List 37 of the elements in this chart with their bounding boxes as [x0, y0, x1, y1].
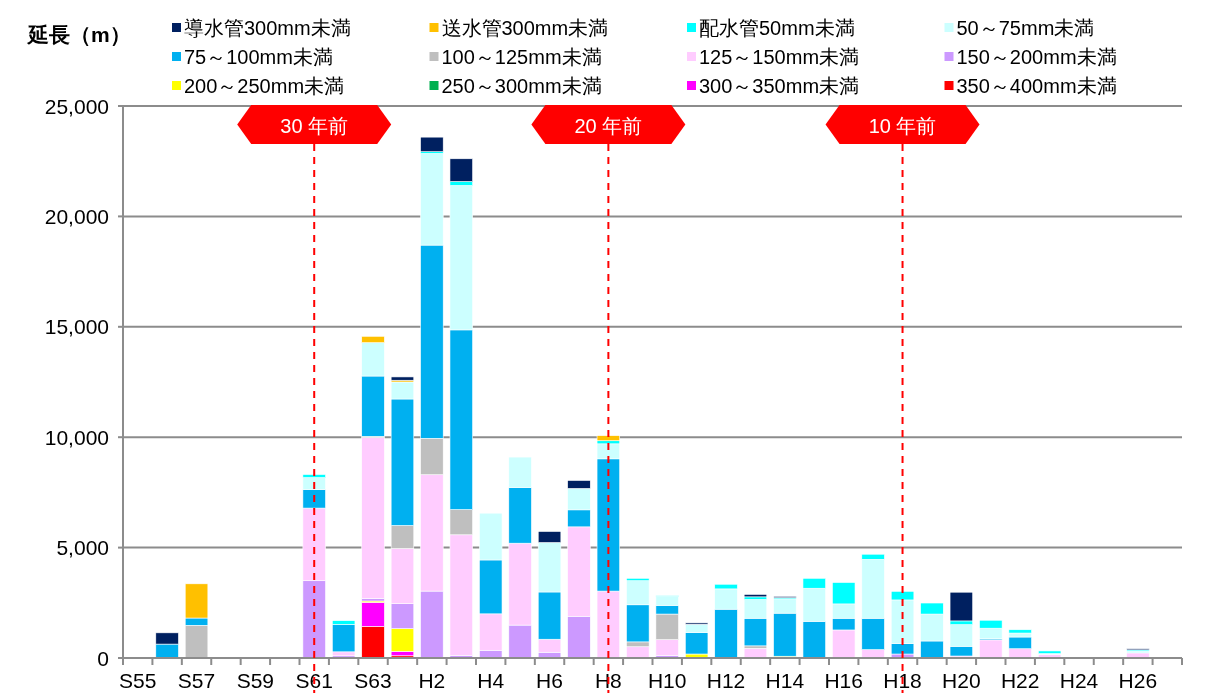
x-tick-label: S55 — [119, 668, 157, 692]
y-tick-label: 20,000 — [44, 204, 109, 228]
legend-label: 導水管300mm未満 — [184, 17, 351, 39]
legend-label: 100～125mm未満 — [441, 46, 602, 68]
legend-label: 200～250mm未満 — [184, 75, 345, 97]
x-tick-label: H24 — [1059, 668, 1099, 692]
x-tick-label: H14 — [765, 668, 805, 692]
y-tick-label: 25,000 — [44, 94, 109, 118]
x-tick-label: S61 — [295, 668, 333, 692]
x-tick-label: H16 — [824, 668, 863, 692]
x-tick-label: H4 — [477, 668, 505, 692]
x-tick-label: H18 — [883, 668, 922, 692]
legend-label: 送水管300mm未満 — [441, 17, 609, 39]
x-tick-label: H8 — [594, 668, 622, 692]
y-tick-label: 5,000 — [56, 536, 109, 560]
y-tick-label: 10,000 — [44, 425, 109, 449]
legend-label: 350～400mm未満 — [956, 75, 1117, 97]
legend-label: 75～100mm未満 — [184, 46, 333, 68]
x-tick-label: H6 — [536, 668, 563, 692]
y-tick-label: 15,000 — [44, 315, 109, 339]
x-tick-label: H20 — [942, 668, 981, 692]
x-tick-label: S63 — [354, 668, 392, 692]
legend-label: 50～75mm未満 — [956, 17, 1095, 39]
legend-label: 配水管50mm未満 — [699, 17, 855, 39]
legend-label: 250～300mm未満 — [441, 75, 602, 97]
x-tick-label: S57 — [177, 668, 216, 692]
x-tick-label: H26 — [1118, 668, 1158, 692]
y-tick-label: 0 — [97, 646, 109, 670]
x-tick-label: S59 — [236, 668, 275, 692]
x-tick-label: H22 — [1000, 668, 1040, 692]
x-tick-label: H12 — [706, 668, 746, 692]
y-axis-title: 延長（m） — [26, 22, 131, 46]
legend-label: 300～350mm未満 — [699, 75, 860, 97]
x-tick-label: H2 — [418, 668, 446, 692]
x-tick-label: H10 — [647, 668, 687, 692]
legend-label: 150～200mm未満 — [956, 46, 1117, 68]
legend-label: 125～150mm未満 — [699, 46, 860, 68]
